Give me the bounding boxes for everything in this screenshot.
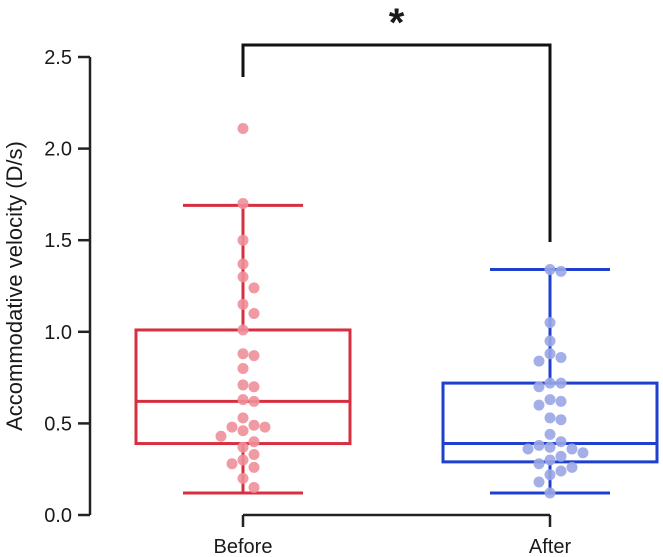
data-point (215, 430, 227, 442)
data-point (555, 377, 567, 389)
data-point (544, 412, 556, 424)
data-point (226, 458, 238, 470)
x-axis: Before After (214, 513, 572, 557)
data-point (237, 441, 249, 453)
data-point (566, 443, 578, 455)
data-point (237, 412, 249, 424)
data-point (248, 449, 260, 461)
y-axis-title: Accommodative velocity (D/s) (2, 141, 27, 431)
data-point (533, 439, 545, 451)
data-point (248, 419, 260, 431)
significance-label: * (389, 1, 405, 45)
data-point (555, 450, 567, 462)
data-point (544, 441, 556, 453)
data-point (544, 264, 556, 276)
data-point (555, 351, 567, 363)
data-point (237, 454, 249, 466)
data-point (555, 465, 567, 477)
y-tick-label: 0.5 (44, 413, 72, 435)
data-point (544, 428, 556, 440)
data-point (533, 355, 545, 367)
data-point (237, 394, 249, 406)
data-point (555, 265, 567, 277)
data-point (544, 469, 556, 481)
y-tick-label: 1.5 (44, 230, 72, 252)
data-point (533, 458, 545, 470)
data-point (544, 454, 556, 466)
y-tick-label: 0.0 (44, 505, 72, 527)
data-point (248, 461, 260, 473)
data-point (248, 381, 260, 393)
data-point (522, 443, 534, 455)
data-point (237, 271, 249, 283)
data-point (555, 395, 567, 407)
y-axis: 0.0 0.5 1.0 1.5 2.0 2.5 (44, 47, 92, 527)
data-point (544, 487, 556, 499)
data-point (566, 461, 578, 473)
x-tick-label: Before (214, 536, 273, 557)
data-point (533, 381, 545, 393)
y-tick-label: 1.0 (44, 322, 72, 344)
data-point (544, 317, 556, 329)
data-point (544, 335, 556, 347)
data-point (555, 436, 567, 448)
data-point (248, 482, 260, 494)
data-point (226, 421, 238, 433)
data-point (237, 198, 249, 210)
data-point (237, 122, 249, 134)
data-points (215, 122, 589, 499)
data-point (248, 350, 260, 362)
data-point (237, 425, 249, 437)
data-point (248, 307, 260, 319)
x-tick-label: After (529, 536, 572, 557)
data-point (544, 394, 556, 406)
data-point (237, 258, 249, 270)
data-point (259, 421, 271, 433)
data-point (544, 377, 556, 389)
data-point (237, 362, 249, 374)
data-point (533, 399, 545, 411)
data-point (555, 414, 567, 426)
data-point (237, 324, 249, 336)
data-point (248, 436, 260, 448)
data-point (544, 348, 556, 360)
y-tick-label: 2.0 (44, 139, 72, 161)
significance-bracket: * (241, 1, 552, 242)
bracket-line (241, 43, 552, 242)
data-point (237, 298, 249, 310)
data-point (237, 234, 249, 246)
data-point (237, 472, 249, 484)
y-tick-label: 2.5 (44, 47, 72, 69)
data-point (248, 282, 260, 294)
data-point (237, 348, 249, 360)
data-point (237, 379, 249, 391)
data-point (248, 395, 260, 407)
data-point (533, 476, 545, 488)
data-point (577, 447, 589, 459)
